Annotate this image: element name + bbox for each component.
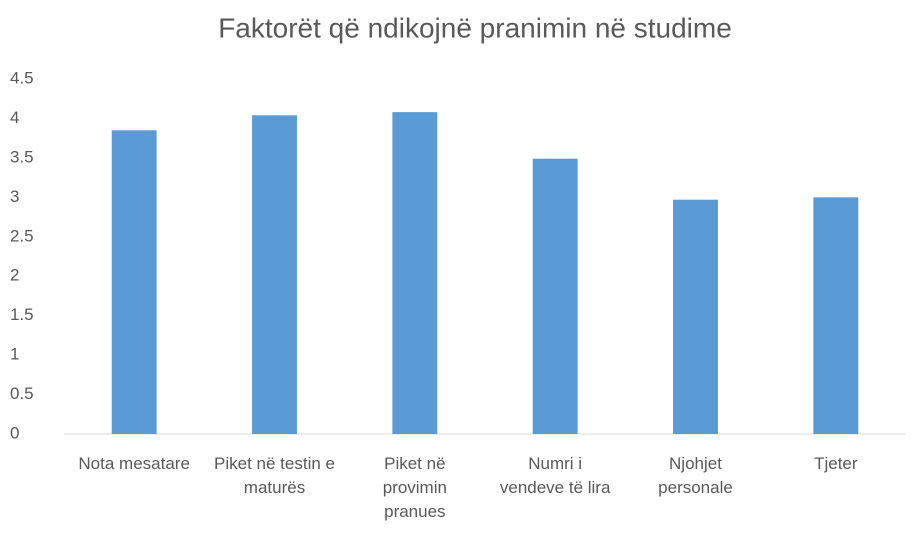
y-tick-label: 1.5 xyxy=(10,305,34,324)
x-tick-label: Numri i vendeve të lira xyxy=(499,454,611,497)
bar xyxy=(673,199,718,434)
chart-title: Faktorët që ndikojnë pranimin në studime xyxy=(218,12,732,43)
bar xyxy=(252,115,297,435)
y-tick-label: 4 xyxy=(10,108,19,127)
y-tick-label: 1 xyxy=(10,345,19,364)
bar xyxy=(111,130,157,434)
bar xyxy=(813,197,859,434)
x-tick-label: Piket në testin e maturës xyxy=(214,454,335,497)
bar xyxy=(532,158,578,434)
y-tick-label: 4.5 xyxy=(10,68,34,87)
y-tick-label: 3.5 xyxy=(10,147,34,166)
y-tick-label: 0.5 xyxy=(10,384,34,403)
bar xyxy=(392,112,438,434)
x-tick-label: Njohjet personale xyxy=(658,454,733,497)
y-tick-label: 2 xyxy=(10,266,19,285)
x-tick-label: Nota mesatare xyxy=(78,454,190,473)
x-tick-label: Piket në provimin pranues xyxy=(382,454,447,521)
y-tick-label: 0 xyxy=(10,423,19,442)
y-tick-label: 3 xyxy=(10,187,19,206)
y-tick-label: 2.5 xyxy=(10,226,34,245)
x-tick-label: Tjeter xyxy=(814,454,858,473)
